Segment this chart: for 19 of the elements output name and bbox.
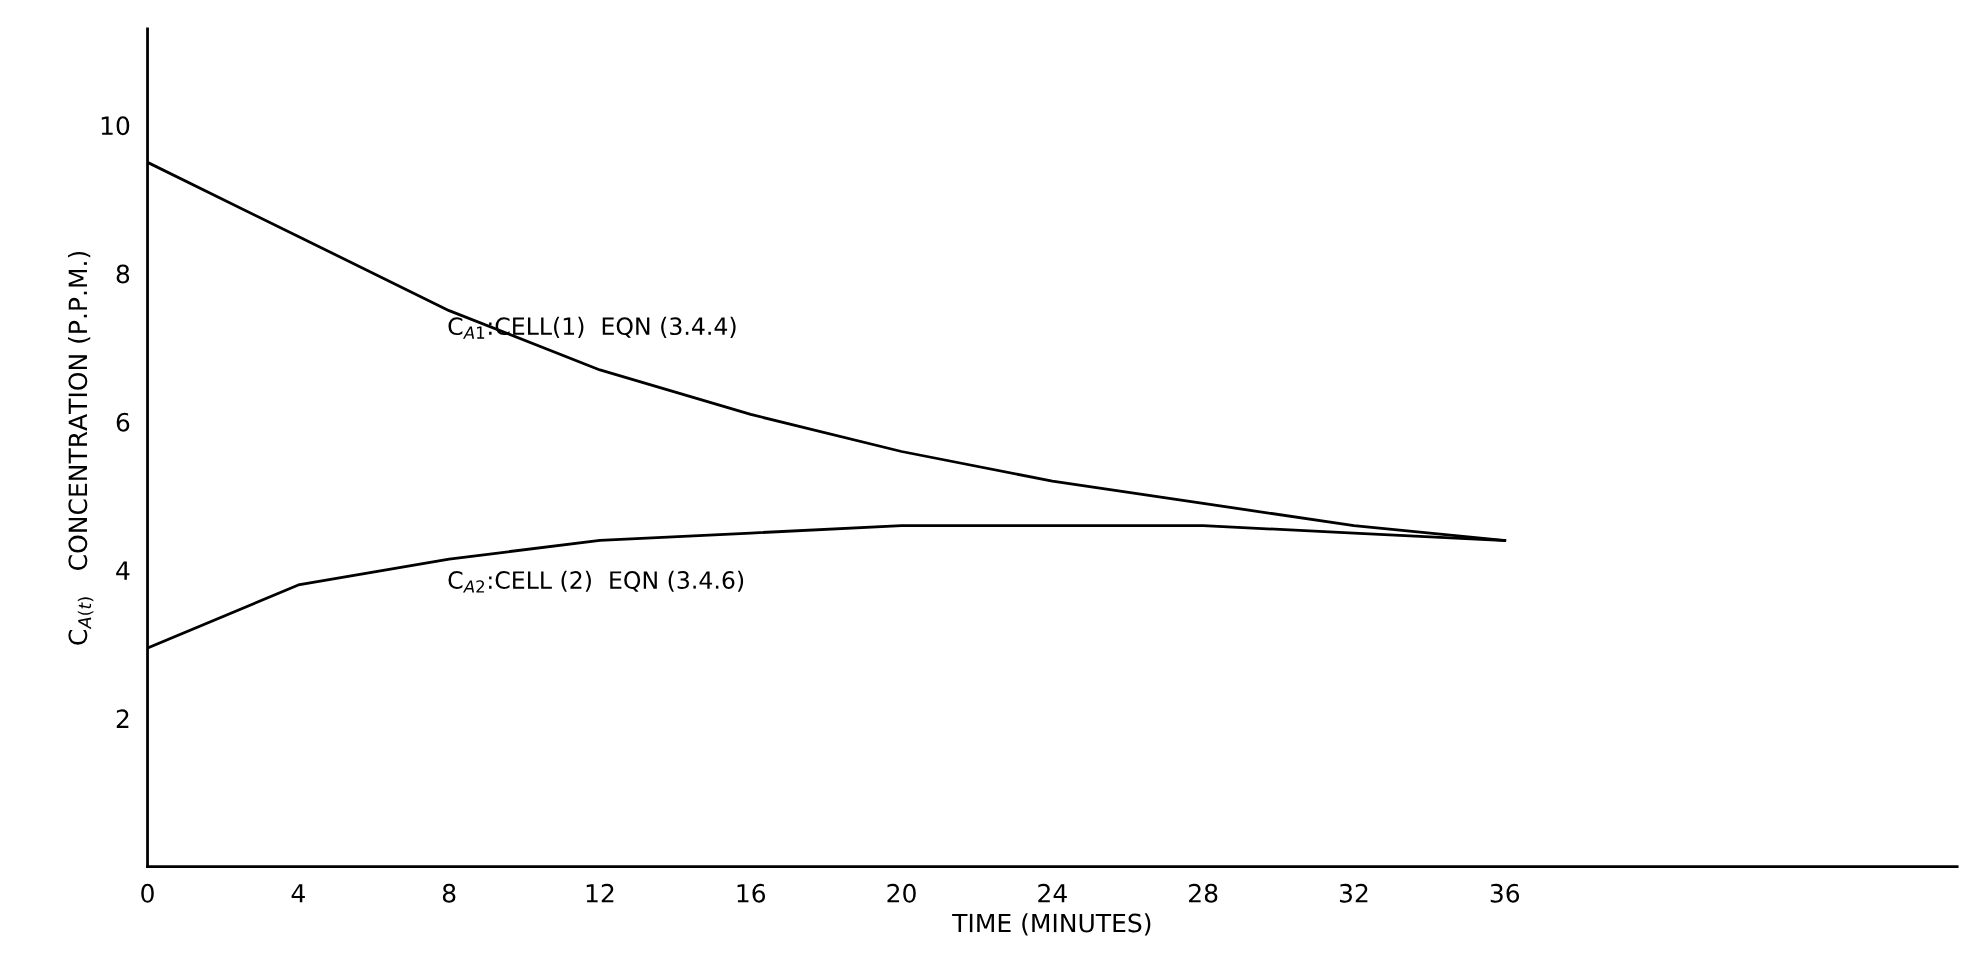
- x-tick-label: 32: [1339, 883, 1368, 903]
- y-tick-label: 10: [101, 116, 130, 136]
- y-tick-label: 2: [116, 709, 129, 728]
- y-tick-label: 6: [116, 412, 130, 432]
- x-tick-label: 28: [1189, 883, 1218, 903]
- x-tick-label: 8: [442, 883, 456, 903]
- x-tick-label: 24: [1038, 883, 1067, 903]
- y-tick-label: 8: [116, 264, 130, 284]
- text: C$_{A(t)}$ CONCENTRATION (P.P.M.): [67, 251, 94, 645]
- x-tick-label: 20: [887, 883, 916, 903]
- series-label: C$_{A1}$:CELL(1) EQN (3.4.4): [448, 316, 736, 339]
- x-tick-label: 0: [141, 883, 154, 903]
- x-tick-label: 12: [586, 883, 614, 903]
- series-label: C$_{A2}$:CELL (2) EQN (3.4.6): [448, 570, 744, 593]
- x-tick-label: 4: [291, 884, 305, 903]
- y-tick-label: 4: [116, 561, 130, 580]
- x-tick-label: 16: [737, 883, 766, 903]
- x-axis-title: TIME (MINUTES): [952, 913, 1151, 936]
- x-tick-label: 36: [1490, 883, 1520, 903]
